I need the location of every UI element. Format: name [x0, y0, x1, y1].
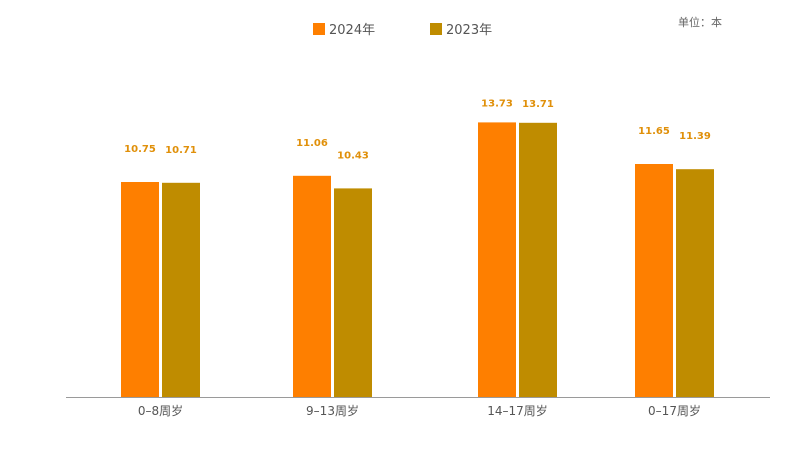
data-label-2023-0: 10.71: [165, 145, 197, 156]
data-label-2023-3: 11.39: [679, 131, 711, 142]
bar-2024-2: [478, 122, 516, 398]
x-tick-label-1: 9–13周岁: [306, 403, 359, 418]
data-label-2023-1: 10.43: [337, 150, 369, 161]
bars: [121, 122, 714, 398]
bar-2024-1: [293, 175, 331, 397]
data-label-2024-2: 13.73: [481, 98, 513, 109]
bar-2024-0: [121, 182, 159, 397]
legend-swatch-2023: [430, 23, 442, 35]
bar-2023-0: [162, 182, 200, 397]
x-tick-label-0: 0–8周岁: [138, 403, 183, 418]
data-label-2024-0: 10.75: [124, 144, 156, 155]
data-labels: 10.75 10.71 11.06 10.43 13.73 13.71 11.65 11.39: [124, 98, 711, 161]
bar-2024-3: [635, 164, 673, 397]
data-label-2024-3: 11.65: [638, 126, 670, 137]
data-label-2023-2: 13.71: [522, 99, 554, 110]
legend-label-2023: 2023年: [446, 23, 492, 38]
legend-swatch-2024: [313, 23, 325, 35]
unit-label: 单位：本: [678, 15, 722, 29]
bar-2023-1: [334, 188, 372, 397]
data-label-2024-1: 11.06: [296, 138, 328, 149]
x-axis-tick-labels: 0–8周岁 9–13周岁 14–17周岁 0–17周岁: [138, 403, 701, 418]
bar-2023-3: [676, 169, 714, 397]
legend-label-2024: 2024年: [329, 23, 375, 38]
x-tick-label-3: 0–17周岁: [648, 403, 701, 418]
x-tick-label-2: 14–17周岁: [487, 403, 548, 418]
legend: 2024年 2023年: [313, 23, 492, 38]
bar-2023-2: [519, 122, 557, 398]
